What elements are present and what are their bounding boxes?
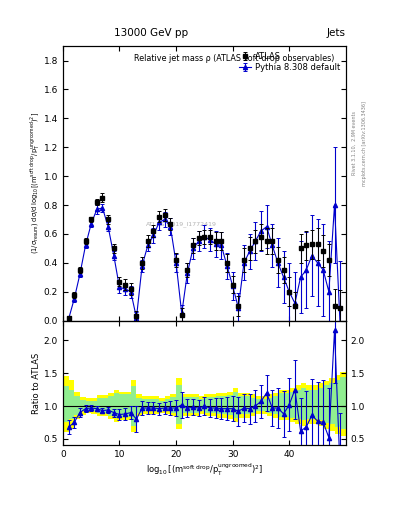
Legend: ATLAS, Pythia 8.308 default: ATLAS, Pythia 8.308 default (237, 50, 342, 74)
Text: 13000 GeV pp: 13000 GeV pp (114, 28, 188, 38)
Text: Jets: Jets (327, 28, 346, 38)
Text: ATLAS_2019_I1772419: ATLAS_2019_I1772419 (146, 222, 217, 227)
Y-axis label: Ratio to ATLAS: Ratio to ATLAS (32, 352, 41, 414)
Text: mcplots.cern.ch [arXiv:1306.3436]: mcplots.cern.ch [arXiv:1306.3436] (362, 101, 367, 186)
Text: Relative jet mass ρ (ATLAS soft-drop observables): Relative jet mass ρ (ATLAS soft-drop obs… (134, 54, 334, 63)
Y-axis label: (1/σ$_{\rm resum}$) dσ/d log$_{10}$[(m$^{\rm soft\ drop}$/p$_{\rm T}^{\rm ungroo: (1/σ$_{\rm resum}$) dσ/d log$_{10}$[(m$^… (29, 112, 42, 254)
X-axis label: $\log_{10}$[(m$^{\rm soft\ drop}$/p$_{\rm T}^{\rm ungroomed}$)$^2$]: $\log_{10}$[(m$^{\rm soft\ drop}$/p$_{\r… (146, 462, 263, 478)
Text: Rivet 3.1.10,  2.9M events: Rivet 3.1.10, 2.9M events (352, 112, 357, 175)
